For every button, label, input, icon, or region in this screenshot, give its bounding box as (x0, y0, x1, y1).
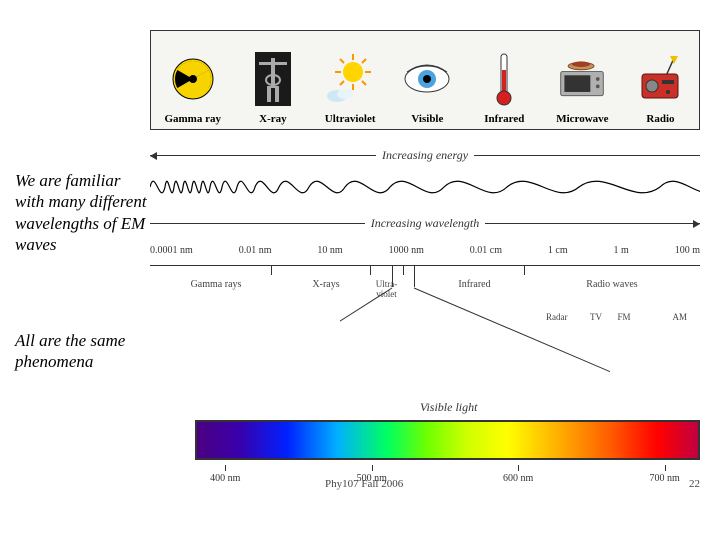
scale-labels: 0.0001 nm 0.01 nm 10 nm 1000 nm 0.01 cm … (150, 245, 700, 256)
wave-path (150, 181, 700, 193)
visible-item: Visible (402, 49, 452, 125)
gamma-icon (168, 49, 218, 109)
scale-label: 1000 nm (389, 245, 424, 256)
scale-label: 10 nm (317, 245, 342, 256)
uv-item: Ultraviolet (325, 49, 376, 125)
wave-diagram (150, 162, 700, 212)
sub-am: AM (673, 312, 688, 322)
gamma-item: Gamma ray (164, 49, 221, 125)
scale-label: 0.0001 nm (150, 245, 193, 256)
nm-label: 700 nm (650, 473, 680, 484)
arrow-line (150, 223, 365, 224)
uv-icon (325, 49, 375, 109)
tick (271, 265, 272, 275)
arrow-right-icon (485, 223, 700, 224)
sub-tv: TV (590, 312, 602, 322)
nm-tick (225, 465, 226, 471)
wavelength-arrow: Increasing wavelength (150, 216, 700, 231)
ir-item: Infrared (479, 49, 529, 125)
band-gamma: Gamma rays (161, 279, 271, 290)
scale-axis (150, 265, 700, 266)
band-xray: X-rays (282, 279, 370, 290)
radio-item: Radio (635, 49, 685, 125)
ir-icon (479, 49, 529, 109)
band-uv: Ultra- violet (359, 279, 414, 299)
tick (403, 265, 404, 275)
micro-item: Microwave (556, 49, 608, 125)
side-text-2: All are the same phenomena (15, 330, 150, 373)
energy-arrow-label: Increasing energy (382, 148, 468, 163)
energy-arrow: Increasing energy (150, 148, 700, 163)
scale-label: 100 m (675, 245, 700, 256)
gamma-label: Gamma ray (164, 113, 221, 125)
footer-text: Phy107 Fall 2006 (325, 478, 403, 490)
tick (414, 265, 415, 287)
micro-icon (557, 49, 607, 109)
visible-icon (402, 49, 452, 109)
arrow-left-icon (150, 155, 376, 156)
band-row: Gamma rays X-rays Ultra- violet Infrared… (150, 265, 700, 310)
xray-icon (248, 49, 298, 109)
sub-fm: FM (618, 312, 631, 322)
arrow-line (474, 155, 700, 156)
nm-scale: 400 nm 500 nm 600 nm 700 nm (195, 465, 700, 490)
side-text-1: We are familiar with many different wave… (15, 170, 150, 255)
em-icon-row: Gamma ray X-ray (150, 30, 700, 130)
ir-label: Infrared (484, 113, 524, 125)
sub-radar: Radar (546, 312, 568, 322)
xray-label: X-ray (259, 113, 287, 125)
band-radio: Radio waves (535, 279, 689, 290)
scale-label: 0.01 cm (470, 245, 502, 256)
micro-label: Microwave (556, 113, 608, 125)
radio-icon (635, 49, 685, 109)
uv-label: Ultraviolet (325, 113, 376, 125)
nm-label: 400 nm (210, 473, 240, 484)
nm-tick (665, 465, 666, 471)
wavelength-arrow-label: Increasing wavelength (371, 216, 480, 231)
visible-spectrum (195, 420, 700, 460)
page-number: 22 (689, 478, 700, 490)
visible-light-label: Visible light (420, 400, 477, 415)
radio-label: Radio (646, 113, 674, 125)
visible-label: Visible (411, 113, 443, 125)
nm-label: 600 nm (503, 473, 533, 484)
tick (370, 265, 371, 275)
scale-label: 1 cm (548, 245, 568, 256)
tick (524, 265, 525, 275)
nm-tick (372, 465, 373, 471)
scale-label: 1 m (614, 245, 629, 256)
xray-item: X-ray (248, 49, 298, 125)
band-ir: Infrared (425, 279, 524, 290)
nm-tick (518, 465, 519, 471)
scale-label: 0.01 nm (239, 245, 272, 256)
